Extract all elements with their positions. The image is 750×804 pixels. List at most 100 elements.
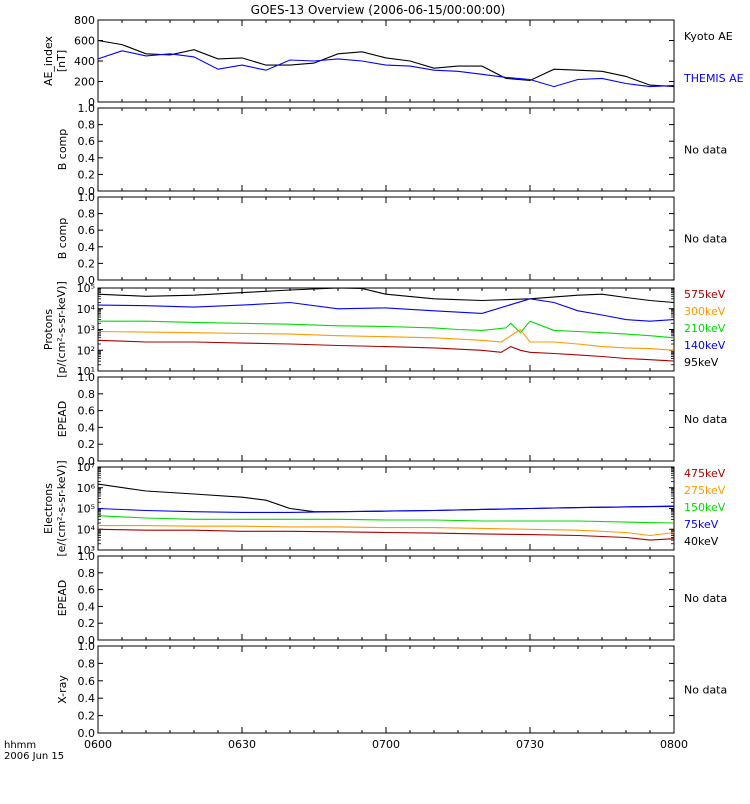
y-tick-label: 400 (74, 55, 95, 68)
y-tick-label: 800 (74, 14, 95, 27)
y-axis-label: B comp (56, 129, 69, 171)
panel-frame (97, 196, 675, 281)
y-tick-label: 10² (77, 344, 95, 357)
legend-entry: 40keV (684, 535, 719, 548)
y-axis-label: [p/(cm²-s-sr-keV)] (55, 281, 68, 378)
y-tick-label: 0.6 (78, 135, 96, 148)
panel-bcomp1: 0.0 0.2 0.4 0.6 0.8 1.0 B comp No data (56, 102, 727, 198)
legend-entry: 475keV (684, 467, 726, 480)
y-tick-label: 10⁷ (77, 461, 95, 474)
y-tick-label: 0.2 (78, 438, 96, 451)
panel-frame (97, 107, 675, 192)
y-axis-label: [nT] (55, 50, 68, 72)
y-tick-label: 0.0 (78, 727, 96, 740)
legend-entry: 210keV (684, 322, 726, 335)
y-tick-label: 0.4 (78, 600, 96, 613)
legend-entry: THEMIS AE (683, 72, 744, 85)
series-line-kyoto-ae (97, 39, 675, 88)
y-tick-label: 10⁴ (77, 303, 96, 316)
panel-protons: 10¹ 10² 10³ 10⁴ 10⁵ Protons [p/(cm²-s-sr-keV)]… (42, 281, 726, 378)
y-tick-label: 0.8 (78, 388, 96, 401)
legend-entry: 300keV (684, 305, 726, 318)
y-tick-label: 10³ (77, 544, 95, 557)
panel-ae: 0 200 400 600 800 AE_index [nT] Kyoto AE THEMIS … (42, 14, 744, 109)
y-tick-label: 0.6 (78, 675, 96, 688)
x-tick-label: 0800 (660, 738, 688, 751)
panel-bcomp2: 0.0 0.2 0.4 0.6 0.8 1.0 B comp No data (56, 191, 727, 287)
panel-frame (97, 376, 675, 462)
y-tick-label: 0.2 (78, 710, 96, 723)
x-tick-label: 0700 (372, 738, 400, 751)
y-tick-label: 10⁵ (77, 503, 95, 516)
x-tick-label: 0630 (228, 738, 256, 751)
series-line-210kev (98, 320, 675, 339)
y-tick-label: 0.8 (78, 657, 96, 670)
y-tick-label: 0.8 (78, 208, 96, 221)
y-tick-label: 0.4 (78, 421, 96, 434)
y-tick-label: 1.0 (78, 640, 96, 653)
no-data-label: No data (684, 684, 727, 697)
y-tick-label: 0.0 (78, 274, 96, 287)
panels-group: 0 200 400 600 800 AE_index [nT] Kyoto AE THEMIS … (42, 14, 744, 751)
y-axis-label: AE_index (42, 35, 55, 86)
panel-frame (97, 645, 675, 734)
panel-frame (97, 555, 675, 641)
panel-frame (97, 19, 675, 103)
y-axis-label: Electrons (42, 483, 55, 534)
y-tick-label: 0.2 (78, 617, 96, 630)
panel-frame (97, 466, 675, 551)
legend-entry: 150keV (684, 501, 726, 514)
legend-entry: Kyoto AE (684, 30, 733, 43)
panel-epead2: 0.0 0.2 0.4 0.6 0.8 1.0 EPEAD No data (56, 550, 727, 647)
series-line-150kev (97, 515, 675, 524)
y-tick-label: 1.0 (78, 550, 96, 563)
y-tick-label: 0.2 (78, 257, 96, 270)
y-tick-label: 0.6 (78, 584, 96, 597)
legend-entry: 75keV (684, 518, 719, 531)
series-line-475kev (97, 528, 675, 541)
panel-xray: 0.0 0.2 0.4 0.6 0.8 1.0 X-ray No data (56, 640, 727, 740)
y-axis-label: EPEAD (56, 580, 69, 617)
x-axis-unit-label: hhmm (4, 740, 36, 751)
no-data-label: No data (684, 413, 727, 426)
y-tick-label: 200 (74, 76, 95, 89)
y-axis-label: [e/(cm²-s-sr-keV)] (55, 460, 68, 556)
y-tick-label: 0.0 (78, 634, 96, 647)
series-line-140kev (97, 298, 675, 322)
y-tick-label: 0.8 (78, 119, 96, 132)
y-tick-label: 0.0 (78, 185, 96, 198)
y-tick-label: 10⁶ (77, 482, 96, 495)
no-data-label: No data (684, 592, 727, 605)
series-line-75kev (97, 505, 675, 513)
y-tick-label: 0.4 (78, 692, 96, 705)
legend-entry: 95keV (684, 356, 719, 369)
y-tick-label: 10⁴ (77, 523, 96, 536)
y-axis-label: EPEAD (56, 401, 69, 438)
y-tick-label: 0.2 (78, 168, 96, 181)
series-line-575kev (97, 339, 675, 362)
series-line-themis-ae (97, 50, 675, 88)
no-data-label: No data (684, 233, 727, 246)
y-tick-label: 600 (74, 35, 95, 48)
y-tick-label: 0.4 (78, 152, 96, 165)
series-line-275kev (98, 525, 675, 537)
series-line-95kev (97, 287, 675, 304)
panel-epead1: 0.0 0.2 0.4 0.6 0.8 1.0 EPEAD No data (56, 371, 727, 468)
y-tick-label: 10¹ (77, 365, 95, 378)
panel-electrons: 10³ 10⁴ 10⁵ 10⁶ 10⁷ Electrons [e/(cm²-s-sr-keV… (42, 460, 726, 557)
y-tick-label: 0 (88, 96, 95, 109)
panel-frame (97, 287, 675, 372)
x-tick-label: 0730 (516, 738, 544, 751)
legend-entry: 140keV (684, 339, 726, 352)
y-tick-label: 10³ (77, 324, 95, 337)
y-tick-label: 0.8 (78, 567, 96, 580)
legend-entry: 575keV (684, 288, 726, 301)
y-tick-label: 0.6 (78, 224, 96, 237)
x-tick-label: 0600 (84, 738, 112, 751)
y-tick-label: 0.0 (78, 455, 96, 468)
y-tick-label: 0.6 (78, 405, 96, 418)
y-axis-label: X-ray (56, 675, 69, 704)
y-axis-label: B comp (56, 218, 69, 260)
